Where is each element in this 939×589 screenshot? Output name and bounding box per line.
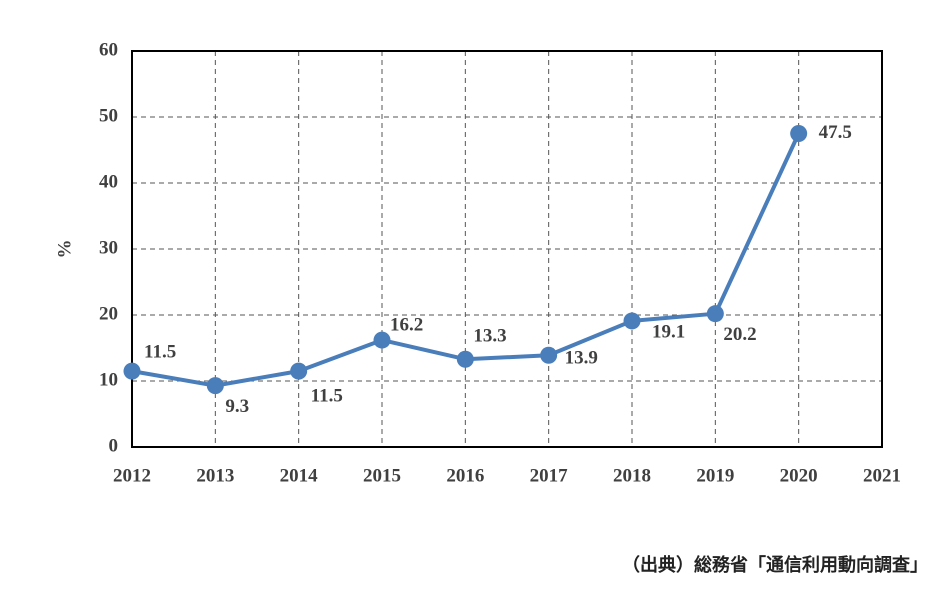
- data-point: [206, 377, 224, 395]
- data-point: [790, 125, 808, 142]
- x-tick-label: 2014: [280, 465, 319, 486]
- data-point: [623, 312, 641, 330]
- data-label: 9.3: [225, 396, 249, 417]
- y-tick-label: 10: [99, 369, 118, 390]
- data-label: 11.5: [311, 385, 343, 406]
- data-label: 16.2: [390, 314, 423, 335]
- y-tick-label: 20: [99, 303, 118, 324]
- y-tick-label: 60: [99, 39, 118, 60]
- data-label: 20.2: [723, 324, 756, 345]
- data-label: 19.1: [652, 321, 685, 342]
- data-label: 11.5: [144, 341, 176, 362]
- x-tick-label: 2012: [113, 465, 151, 486]
- x-tick-label: 2018: [613, 465, 651, 486]
- data-point: [540, 346, 558, 364]
- data-point: [290, 362, 308, 380]
- y-axis-label: %: [54, 240, 75, 259]
- y-tick-label: 0: [109, 435, 119, 456]
- x-tick-label: 2017: [530, 465, 569, 486]
- data-label: 47.5: [819, 122, 852, 143]
- data-label: 13.3: [473, 326, 506, 347]
- y-tick-label: 50: [99, 105, 118, 126]
- x-tick-label: 2019: [696, 465, 734, 486]
- data-label: 13.9: [565, 348, 598, 369]
- x-tick-label: 2020: [780, 465, 818, 486]
- x-tick-label: 2013: [196, 465, 234, 486]
- data-point: [373, 331, 391, 349]
- data-point: [706, 305, 724, 323]
- y-tick-label: 30: [99, 237, 118, 258]
- source-note: （出典）総務省「通信利用動向調査」: [622, 554, 928, 576]
- data-point: [456, 350, 474, 368]
- data-point: [123, 362, 141, 380]
- y-tick-label: 40: [99, 171, 118, 192]
- x-tick-label: 2016: [446, 465, 484, 486]
- x-tick-label: 2021: [863, 465, 901, 486]
- plot-frame: [131, 50, 883, 448]
- x-tick-label: 2015: [363, 465, 401, 486]
